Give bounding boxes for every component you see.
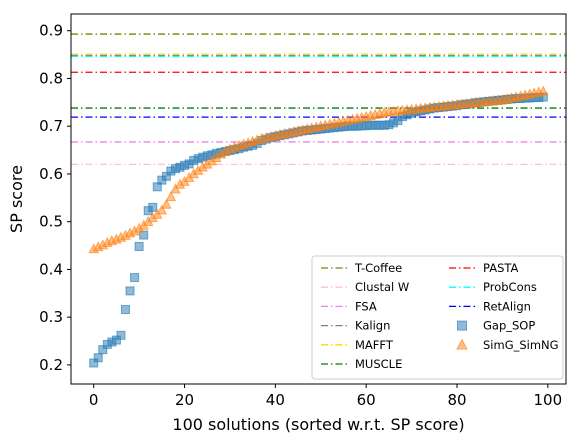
y-tick-label: 0.5 [39, 213, 63, 231]
y-tick-label: 0.7 [39, 117, 63, 135]
point-gap-sop [125, 286, 135, 296]
y-axis-label: SP score [7, 165, 26, 233]
point-simg-simng [161, 198, 172, 209]
point-gap-sop [89, 358, 99, 368]
y-axis-ticks: 0.2 0.3 0.4 0.5 0.6 0.7 0.8 0.9 [39, 22, 71, 374]
legend-label-kalign: Kalign [355, 319, 390, 333]
legend-swatch-simg-simng [456, 338, 468, 350]
data-points-layer [88, 85, 549, 368]
reference-lines-layer [71, 33, 566, 166]
x-tick-label: 0 [89, 391, 99, 409]
x-tick-label: 100 [534, 391, 563, 409]
x-tick-label: 60 [357, 391, 376, 409]
point-gap-sop [93, 353, 103, 363]
x-axis-label: 100 solutions (sorted w.r.t. SP score) [172, 415, 464, 434]
plot-frame [70, 13, 567, 385]
point-simg-simng [537, 85, 549, 96]
point-gap-sop [152, 182, 162, 192]
point-gap-sop [161, 171, 171, 181]
legend-label-retalign: RetAlign [483, 299, 531, 313]
point-gap-sop [116, 330, 126, 340]
legend-label-mafft: MAFFT [355, 338, 394, 352]
point-gap-sop [111, 335, 121, 345]
x-tick-label: 40 [266, 391, 285, 409]
legend-box [311, 255, 564, 380]
x-tick-label: 20 [175, 391, 194, 409]
point-gap-sop [148, 202, 158, 212]
y-tick-label: 0.3 [39, 308, 63, 326]
y-tick-label: 0.8 [39, 69, 63, 87]
legend-label-clustal-w: Clustal W [355, 280, 409, 294]
legend-swatch-gap-sop [457, 320, 467, 331]
legend-label-probcons: ProbCons [483, 280, 537, 294]
point-gap-sop [139, 230, 149, 240]
point-gap-sop [134, 242, 144, 252]
x-tick-label: 80 [447, 391, 466, 409]
legend-label-t-coffee: T-Coffee [354, 261, 402, 275]
point-simg-simng [165, 190, 177, 202]
legend-label-pasta: PASTA [483, 261, 518, 275]
y-tick-label: 0.9 [39, 22, 63, 40]
legend-label-muscle: MUSCLE [355, 357, 402, 371]
y-tick-label: 0.4 [39, 260, 63, 278]
y-tick-label: 0.2 [39, 356, 63, 374]
legend-label-simg-simng: SimG_SimNG [483, 338, 559, 352]
x-axis-ticks: 0 20 40 60 80 100 [89, 384, 562, 409]
point-gap-sop [98, 345, 108, 355]
point-simg-simng [156, 204, 168, 215]
y-tick-label: 0.6 [39, 165, 63, 183]
point-gap-sop [130, 273, 140, 283]
legend-label-fsa: FSA [355, 299, 377, 313]
point-gap-sop [120, 305, 130, 315]
legend-label-gap-sop: Gap_SOP [483, 319, 535, 333]
chart-legend: T-Coffee Clustal W FSA Kalign MAFFT MUSCLE PAS… [311, 255, 564, 380]
